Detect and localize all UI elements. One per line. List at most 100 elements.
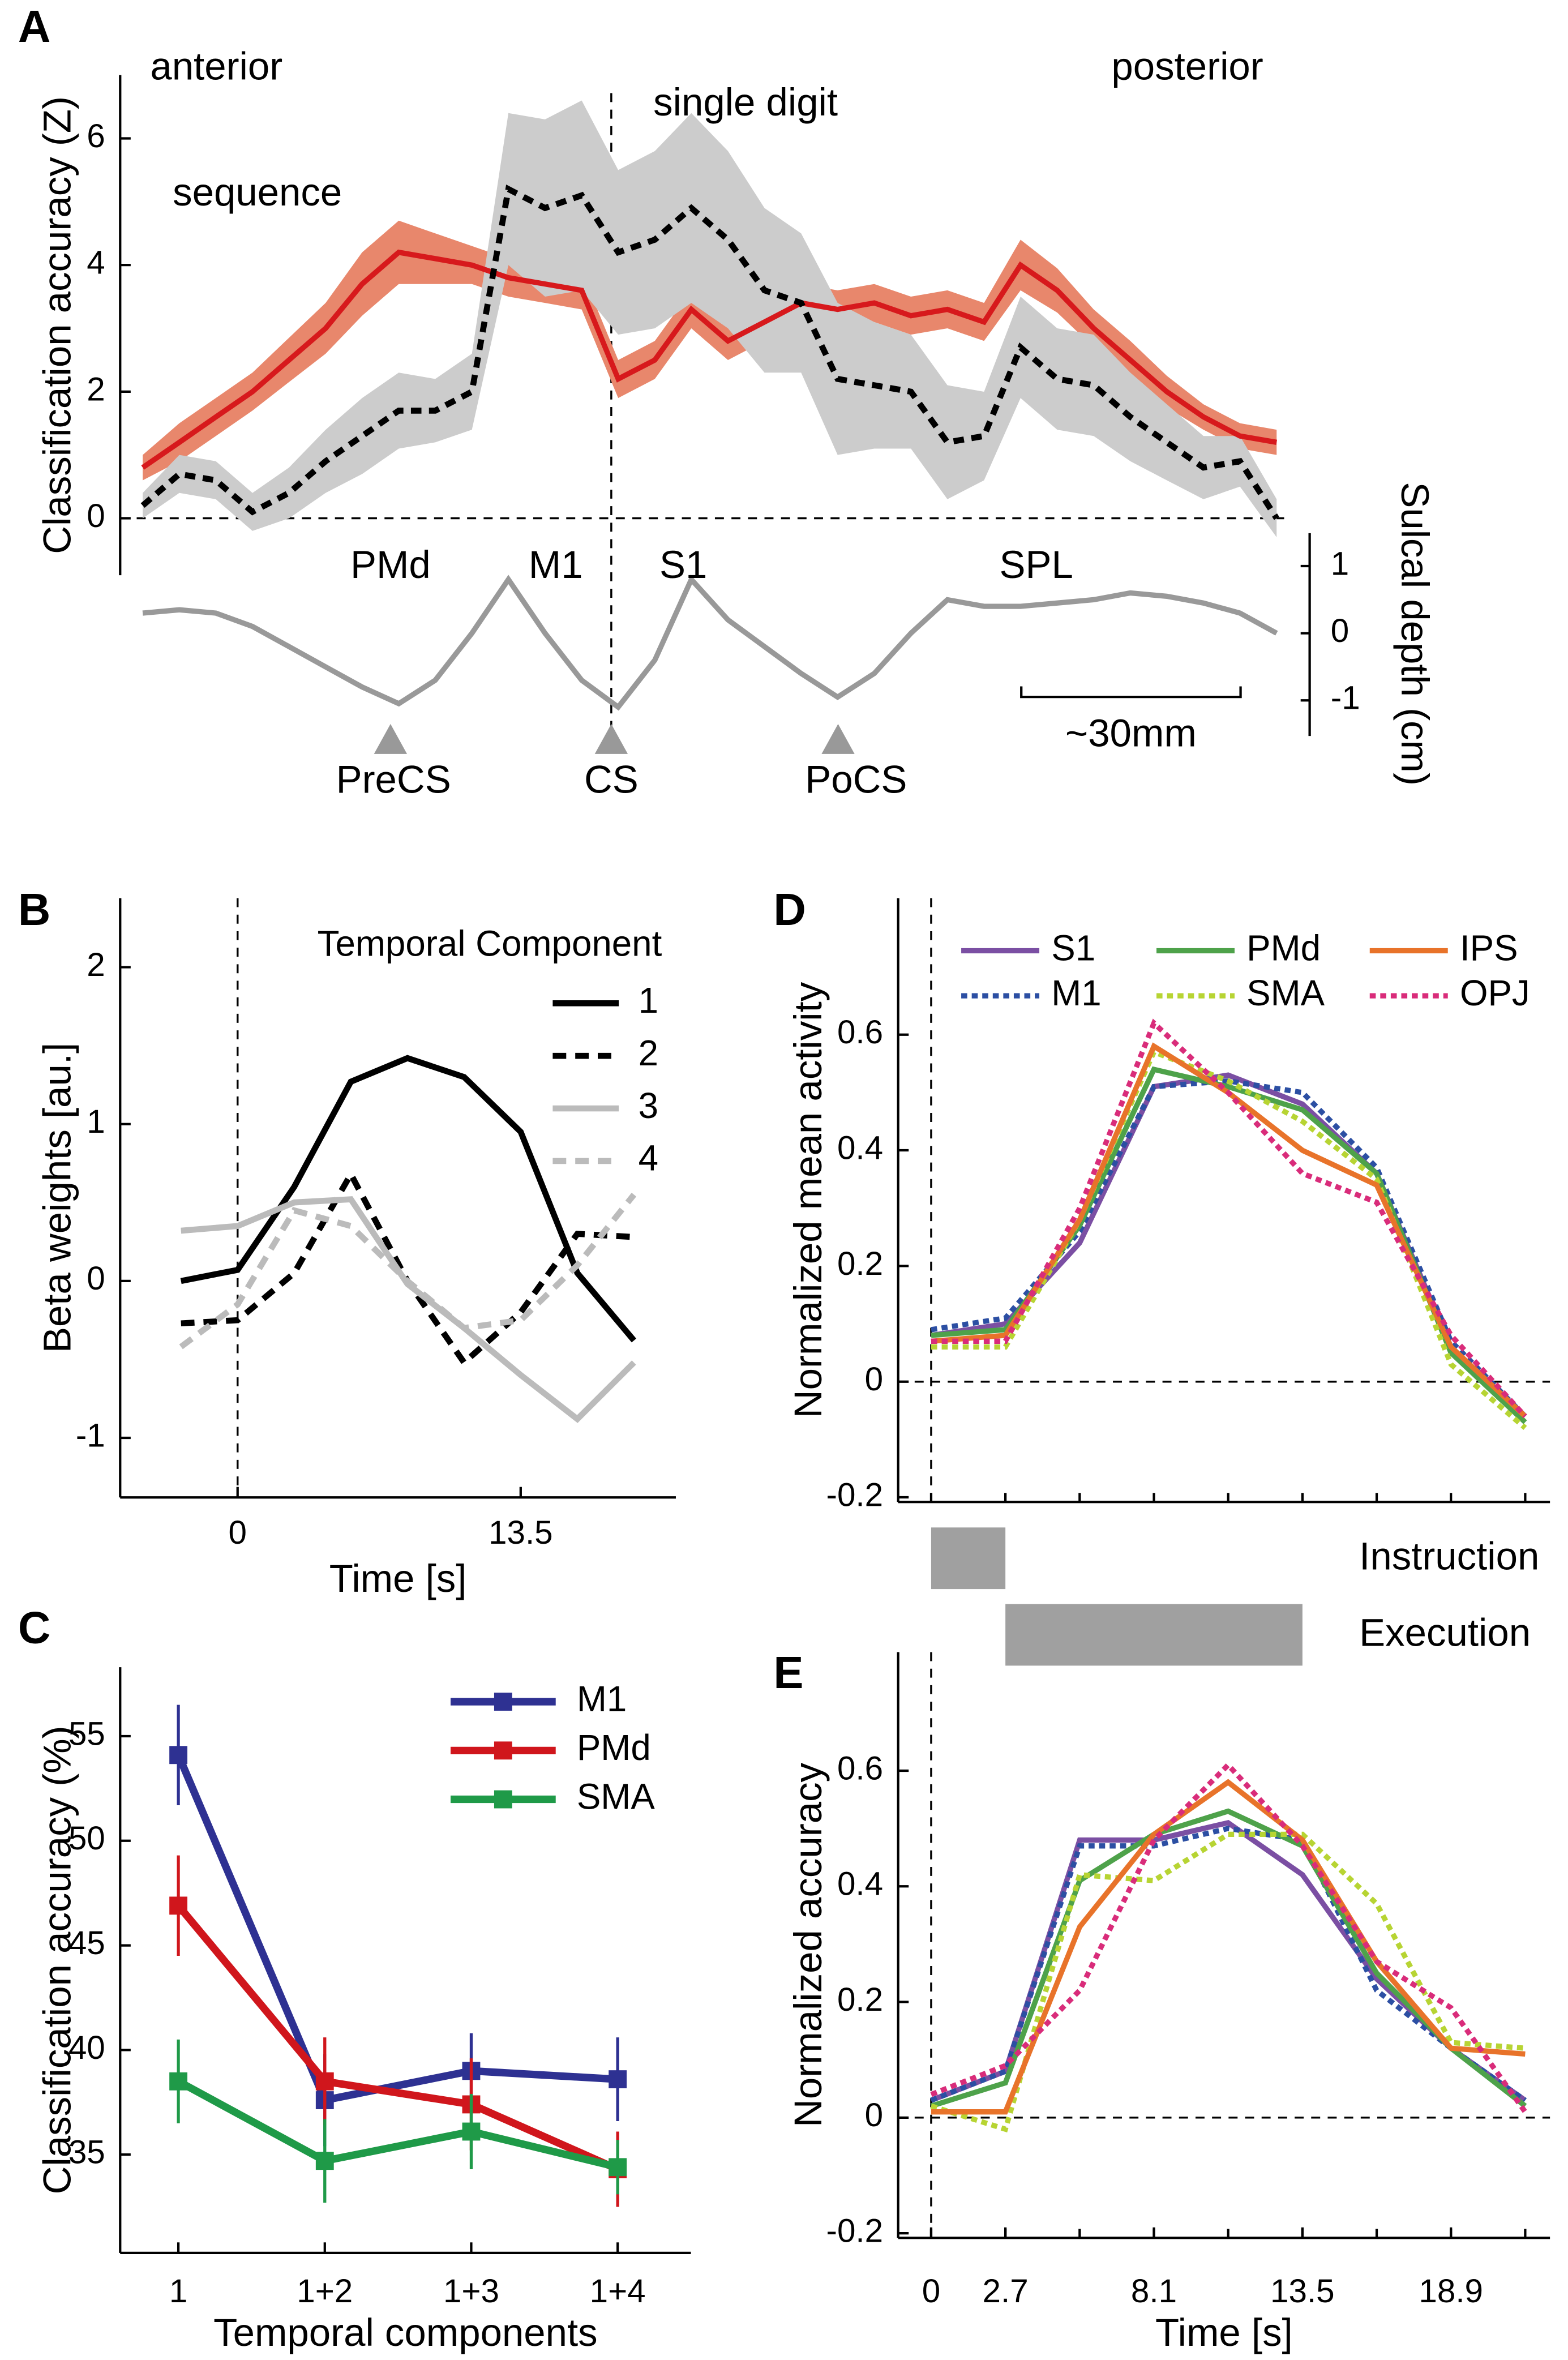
annotation: M1 — [529, 543, 583, 586]
y-tick-label: 4 — [87, 245, 105, 281]
marker — [462, 2122, 481, 2141]
error-band — [143, 100, 1277, 538]
y-tick-label: -0.2 — [826, 2213, 884, 2250]
y-axis-label: Classification accuracy (Z) — [35, 96, 79, 554]
x-tick-label: 1+4 — [590, 2273, 646, 2310]
x-tick-label: 13.5 — [489, 1514, 553, 1551]
legend-marker — [494, 1790, 512, 1809]
precs-marker — [374, 723, 408, 754]
y-tick-label: 0 — [865, 2097, 883, 2134]
legend-label: 2 — [639, 1033, 658, 1073]
sulcal-depth-line — [142, 575, 1278, 711]
annotation: posterior — [1111, 44, 1263, 88]
x-tick-label: 8.1 — [1131, 2273, 1177, 2310]
annotation: PreCS — [336, 758, 451, 802]
series-label: single digit — [653, 80, 838, 124]
series-line — [175, 1753, 618, 2105]
scale-bar — [1020, 686, 1242, 699]
y2-tick-label: 1 — [1331, 545, 1349, 582]
series-line — [180, 1055, 637, 1343]
legend-label: M1 — [1051, 973, 1101, 1013]
x-axis-label: Time [s] — [1155, 2311, 1293, 2354]
annotation: SPL — [1000, 543, 1073, 586]
legend-label: SMA — [1246, 973, 1325, 1013]
legend-title: Temporal Component — [318, 923, 662, 963]
x-axis-label: Time [s] — [329, 1557, 467, 1600]
x-tick-label: 1+3 — [443, 2273, 499, 2310]
legend-label: S1 — [1051, 928, 1095, 968]
panel-letter: B — [18, 884, 50, 935]
y-tick-label: 2 — [87, 946, 105, 983]
y2-tick-label: -1 — [1331, 680, 1360, 717]
series-line — [175, 1903, 619, 2173]
y-tick-label: 0.2 — [837, 1981, 883, 2018]
panel-letter: C — [18, 1602, 50, 1652]
panel-letter: E — [773, 1647, 803, 1698]
cs-marker — [594, 723, 628, 754]
x-tick-label: 13.5 — [1270, 2273, 1335, 2310]
legend-label: 1 — [639, 980, 658, 1021]
x-tick-label: 18.9 — [1419, 2273, 1483, 2310]
legend-label: M1 — [577, 1679, 627, 1719]
y-tick-label: 0 — [865, 1361, 883, 1398]
annotation: S1 — [659, 543, 707, 586]
y2-axis-label: Sulcal depth (cm) — [1393, 482, 1437, 786]
event-bar — [931, 1527, 1006, 1590]
y-axis-label: Beta weights [au.] — [35, 1043, 79, 1353]
annotation: ~30mm — [1065, 711, 1197, 755]
marker — [169, 1896, 188, 1915]
y-tick-label: 50 — [68, 1820, 105, 1857]
y-tick-label: 0 — [87, 1260, 105, 1297]
marker — [609, 2070, 627, 2089]
x-tick-label: 2.7 — [983, 2273, 1029, 2310]
y-tick-label: 0.6 — [837, 1014, 883, 1051]
x-tick-label: 0 — [922, 2273, 940, 2310]
y-axis-label: Normalized mean activity — [786, 982, 830, 1418]
legend-label: 3 — [639, 1086, 658, 1126]
pocs-marker — [821, 723, 855, 754]
accuracy-line — [141, 249, 1278, 470]
y-tick-label: 0.4 — [837, 1129, 883, 1166]
y-tick-label: 0 — [87, 498, 105, 534]
marker — [315, 2152, 334, 2170]
event-bar — [1005, 1604, 1303, 1666]
legend-label: OPJ — [1460, 973, 1530, 1013]
event-label: Instruction — [1359, 1534, 1539, 1578]
series-line — [930, 1826, 1527, 2103]
y-tick-label: 40 — [68, 2029, 105, 2066]
series-label: sequence — [173, 170, 342, 214]
y-tick-label: 0.4 — [837, 1866, 883, 1903]
x-tick-label: 1+2 — [297, 2273, 353, 2310]
marker — [609, 2158, 627, 2177]
y-tick-label: -0.2 — [826, 1476, 884, 1513]
y-tick-label: 0.2 — [837, 1245, 883, 1282]
legend-label: IPS — [1460, 928, 1518, 968]
x-tick-label: 1 — [169, 2273, 187, 2310]
series-line — [931, 1048, 1527, 1430]
annotation: anterior — [150, 44, 282, 88]
x-tick-label: 0 — [228, 1514, 246, 1551]
y-tick-label: 6 — [87, 118, 105, 155]
series-line — [177, 2078, 619, 2171]
panel-letter: A — [18, 1, 50, 52]
x-axis-label: Temporal components — [213, 2311, 598, 2354]
legend-marker — [494, 1741, 512, 1760]
y-tick-label: 0.6 — [837, 1750, 883, 1787]
y-tick-label: 55 — [68, 1715, 105, 1752]
event-label: Execution — [1359, 1611, 1531, 1655]
annotation: PoCS — [805, 758, 907, 802]
legend-label: SMA — [577, 1776, 655, 1817]
legend-label: PMd — [577, 1728, 651, 1768]
legend-label: 4 — [639, 1138, 658, 1179]
y-tick-label: 45 — [68, 1925, 105, 1961]
marker — [315, 2072, 334, 2091]
panel-letter: D — [773, 884, 806, 935]
y-axis-label: Classification accuracy (%) — [35, 1726, 79, 2195]
accuracy-line — [140, 185, 1279, 520]
annotation: CS — [584, 758, 639, 802]
marker — [169, 1746, 188, 1764]
series-line — [179, 1193, 637, 1350]
series-line — [931, 1779, 1526, 2115]
annotation: PMd — [350, 543, 431, 586]
